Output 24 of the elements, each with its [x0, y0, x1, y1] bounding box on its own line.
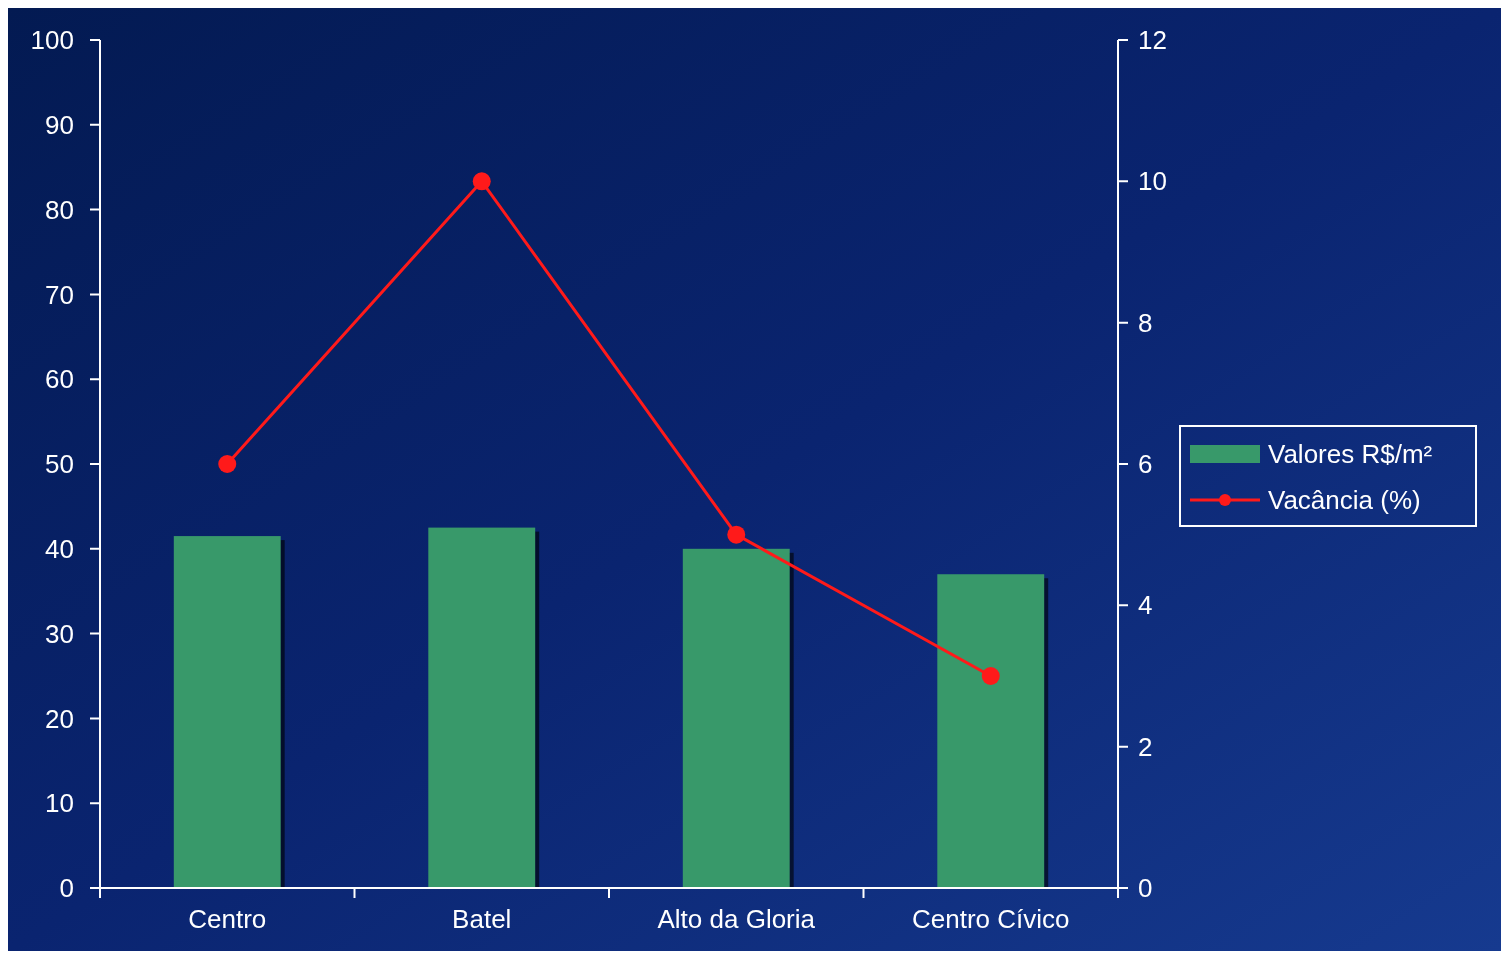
y2-tick-label: 12 — [1138, 25, 1167, 56]
y2-tick-label: 4 — [1138, 590, 1153, 621]
y-tick-label: 70 — [45, 279, 74, 310]
y-tick-label: 50 — [45, 449, 74, 480]
x-tick-label: Alto da Gloria — [657, 904, 816, 934]
y-tick-label: 40 — [45, 533, 74, 564]
y2-tick-label: 2 — [1138, 731, 1153, 762]
y2-tick-label: 10 — [1138, 166, 1167, 197]
y-tick-label: 100 — [30, 25, 74, 56]
y-tick-label: 10 — [45, 788, 74, 819]
legend-label: Vacância (%) — [1268, 485, 1421, 516]
x-tick-label: Batel — [452, 904, 512, 934]
y-tick-label: 80 — [45, 194, 74, 225]
y2-tick-label: 0 — [1138, 873, 1153, 904]
y-tick-label: 90 — [45, 109, 74, 140]
legend-label: Valores R$/m² — [1268, 439, 1433, 470]
y-tick-label: 60 — [45, 364, 74, 395]
x-tick-label: Centro — [188, 904, 267, 934]
y-tick-label: 0 — [59, 873, 74, 904]
y-tick-label: 20 — [45, 703, 74, 734]
y-tick-label: 30 — [45, 618, 74, 649]
y2-tick-label: 8 — [1138, 307, 1153, 338]
y2-tick-label: 6 — [1138, 449, 1153, 480]
x-tick-label: Centro Cívico — [912, 904, 1070, 934]
